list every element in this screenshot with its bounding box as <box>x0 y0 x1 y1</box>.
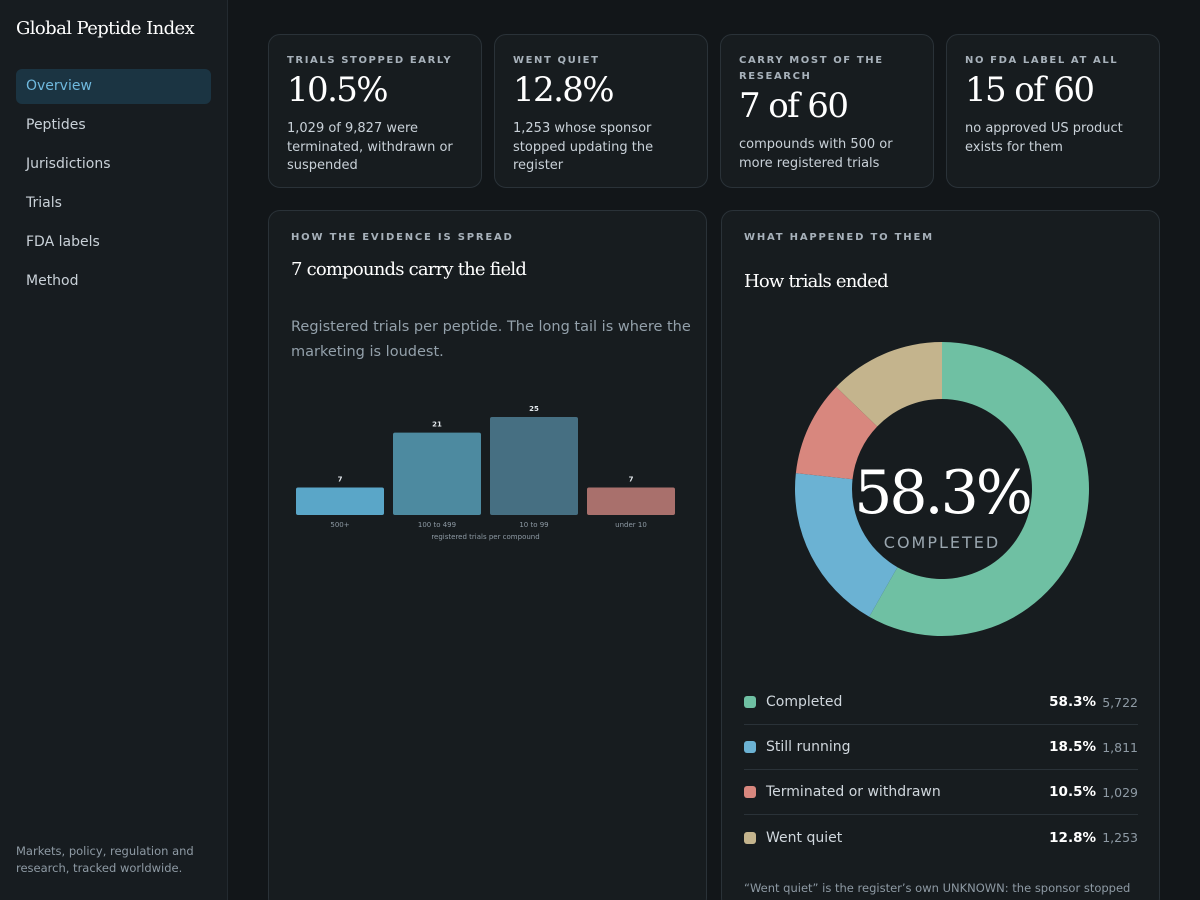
legend-label: Terminated or withdrawn <box>766 784 941 800</box>
sidebar-footer-text: Markets, policy, regulation and research… <box>16 844 194 875</box>
stat-value: 10.5% <box>287 70 389 110</box>
donut-slice-1 <box>795 473 898 617</box>
x-tick-label: under 10 <box>615 521 647 529</box>
bar-value-label: 21 <box>432 421 442 429</box>
panel-description: Registered trials per peptide. The long … <box>291 319 691 360</box>
evidence-spread-panel: HOW THE EVIDENCE IS SPREAD 7 compounds c… <box>268 210 707 900</box>
stat-value: 7 of 60 <box>739 86 849 126</box>
legend-count: 1,253 <box>1102 830 1138 845</box>
bar-value-label: 7 <box>629 476 634 484</box>
brand-title: Global Peptide Index <box>16 18 195 39</box>
trial-outcome-panel: WHAT HAPPENED TO THEM How trials ended 5… <box>721 210 1160 900</box>
bar-value-label: 7 <box>338 476 343 484</box>
legend-swatch <box>744 786 756 798</box>
stat-value: 15 of 60 <box>965 70 1095 110</box>
sidebar-nav: Overview Peptides Jurisdictions Trials F… <box>16 69 211 303</box>
legend-count: 1,029 <box>1102 784 1138 800</box>
donut-center-value: 58.3% <box>854 458 1030 528</box>
nav-item-method[interactable]: Method <box>26 273 79 289</box>
stat-card-no-fda-label: NO FDA LABEL AT ALL 15 of 60 no approved… <box>946 34 1160 188</box>
nav-item-overview[interactable]: Overview <box>16 69 211 104</box>
stat-card-carry-research: CARRY MOST OF THE RESEARCH 7 of 60 compo… <box>720 34 934 188</box>
nav-item-trials[interactable]: Trials <box>26 195 62 211</box>
bar-0 <box>296 487 384 515</box>
bar-1 <box>393 432 481 515</box>
nav-item-jurisdictions[interactable]: Jurisdictions <box>26 156 111 172</box>
legend-label: Went quiet <box>766 829 843 846</box>
stat-description: 1,253 whose sponsor stopped updating the… <box>513 121 654 173</box>
legend-count: 5,722 <box>1102 694 1138 710</box>
x-tick-label: 500+ <box>330 521 349 529</box>
legend-swatch <box>744 696 756 708</box>
donut-slice-0 <box>869 342 1089 636</box>
donut-slice-2 <box>795 386 878 480</box>
stat-description: no approved US product exists for them <box>965 121 1123 155</box>
legend-percent: 18.5% <box>1049 739 1096 755</box>
legend-row-terminated: Terminated or withdrawn 10.5% 1,029 <box>744 770 1138 815</box>
legend-percent: 58.3% <box>1049 694 1096 710</box>
legend-percent: 10.5% <box>1049 784 1096 800</box>
stat-kicker: WENT QUIET <box>513 55 600 66</box>
panel-kicker: WHAT HAPPENED TO THEM <box>744 232 934 243</box>
stat-description: 1,029 of 9,827 were terminated, withdraw… <box>287 121 453 173</box>
sidebar: Global Peptide Index Overview Peptides J… <box>0 0 228 900</box>
x-tick-label: 10 to 99 <box>519 521 548 529</box>
x-tick-label: 100 to 499 <box>418 521 456 529</box>
stat-kicker: NO FDA LABEL AT ALL <box>965 55 1119 66</box>
trial-outcome-donut-chart: 58.3% COMPLETED <box>795 342 1089 636</box>
trials-per-peptide-bar-chart: 7 500+ 21 100 to 499 25 10 to 99 7 under 10 regi… <box>296 405 675 541</box>
bar-value-label: 25 <box>529 405 539 413</box>
nav-item-fda-labels[interactable]: FDA labels <box>26 234 100 250</box>
legend-label: Still running <box>766 739 851 755</box>
legend-row-completed: Completed 58.3% 5,722 <box>744 680 1138 725</box>
donut-slice-3 <box>836 342 942 427</box>
stat-card-went-quiet: WENT QUIET 12.8% 1,253 whose sponsor sto… <box>494 34 708 188</box>
stat-value: 12.8% <box>513 70 615 110</box>
panel-kicker: HOW THE EVIDENCE IS SPREAD <box>291 232 514 243</box>
nav-item-peptides[interactable]: Peptides <box>26 117 86 133</box>
legend-count: 1,811 <box>1102 739 1138 755</box>
legend-swatch <box>744 741 756 753</box>
panel-title: 7 compounds carry the field <box>291 259 527 280</box>
legend-row-still-running: Still running 18.5% 1,811 <box>744 725 1138 770</box>
donut-center-label: COMPLETED <box>884 533 1000 552</box>
outcome-legend: Completed 58.3% 5,722 Still running 18.5… <box>744 680 1138 860</box>
bar-2 <box>490 417 578 515</box>
stat-card-stopped-early: TRIALS STOPPED EARLY 10.5% 1,029 of 9,82… <box>268 34 482 188</box>
stat-kicker: TRIALS STOPPED EARLY <box>287 55 453 66</box>
legend-row-went-quiet: Went quiet 12.8% 1,253 <box>744 815 1138 860</box>
stat-description: compounds with 500 or more registered tr… <box>739 137 893 171</box>
panel-title: How trials ended <box>744 271 889 292</box>
x-axis-label: registered trials per compound <box>431 533 539 541</box>
stat-kicker: CARRY MOST OF THE RESEARCH <box>739 55 884 82</box>
outcome-footnote: “Went quiet” is the register’s own UNKNO… <box>744 881 1131 895</box>
bar-3 <box>587 487 675 515</box>
legend-swatch <box>744 831 756 844</box>
legend-label: Completed <box>766 694 843 710</box>
legend-percent: 12.8% <box>1049 829 1096 846</box>
